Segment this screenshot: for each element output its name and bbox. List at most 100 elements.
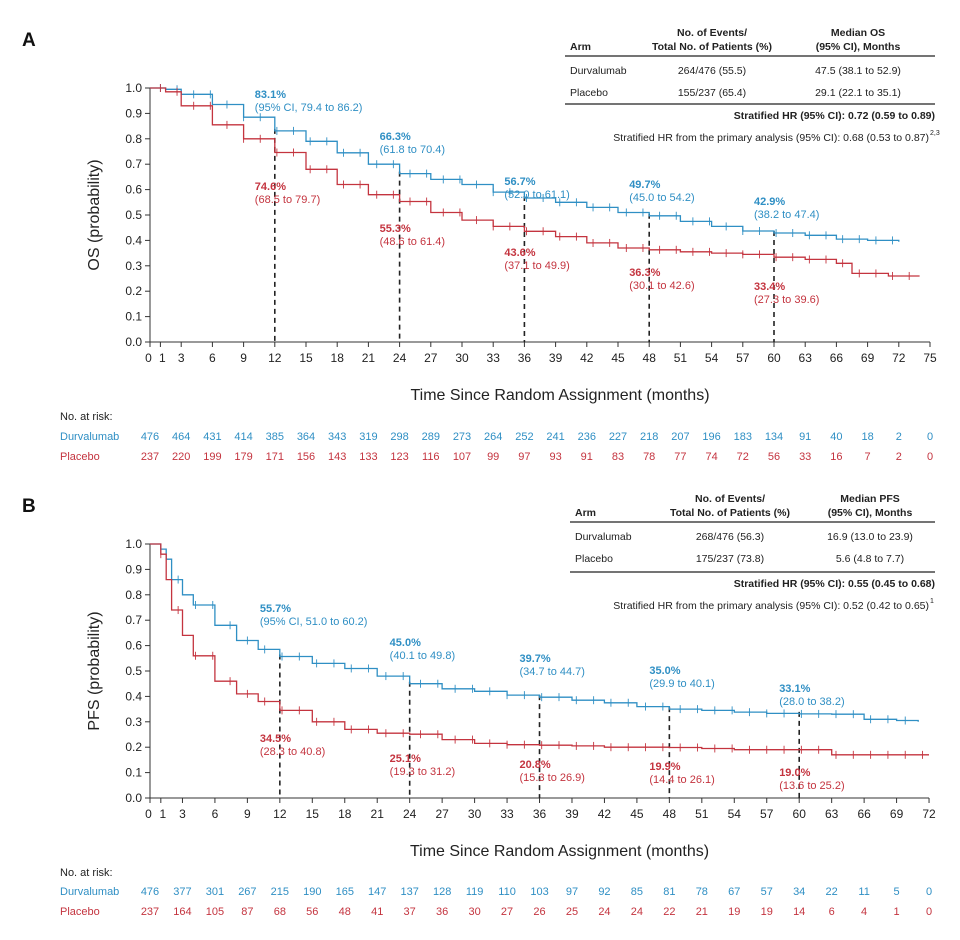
panel-a-durvalumab-landmark-value: 83.1% [255,89,286,101]
panel-a-y-tick-label: 0.2 [125,284,142,298]
panel-b-at-risk-durvalumab-count: 85 [631,886,643,898]
panel-a-at-risk-durvalumab-count: 218 [640,431,658,443]
panel-b-at-risk-durvalumab-count: 0 [926,886,932,898]
panel-b-at-risk-placebo-count: 24 [631,906,643,918]
panel-b-x-tick-label: 9 [244,807,251,821]
panel-b-durvalumab-landmark-value: 55.7% [260,603,291,615]
panel-a-at-risk-durvalumab-count: 464 [172,431,190,443]
panel-b-durvalumab-landmark-ci: (29.9 to 40.1) [649,678,714,690]
panel-b-durvalumab-landmark-ci: (28.0 to 38.2) [779,696,844,708]
panel-b-y-tick-label: 0.1 [125,766,142,780]
panel-b-placebo-landmark-ci: (19.3 to 31.2) [390,766,455,778]
panel-b-placebo-landmark-value: 19.9% [649,761,680,773]
panel-b-x-tick-label: 54 [728,807,742,821]
panel-a-at-risk-durvalumab-count: 236 [578,431,596,443]
panel-b-table-events: 268/476 (56.3) [696,531,764,543]
panel-a-table-arm: Placebo [570,87,608,99]
panel-a-x-axis-title: Time Since Random Assignment (months) [410,387,709,404]
panel-a-at-risk-durvalumab-count: 298 [390,431,408,443]
panel-a-y-tick-label: 0.8 [125,132,142,146]
panel-b-at-risk-durvalumab-count: 377 [173,886,191,898]
panel-a-x-tick-label: 39 [549,351,563,365]
panel-a-at-risk-placebo-count: 16 [830,451,842,463]
panel-b-table-arm: Durvalumab [575,531,632,543]
panel-a-at-risk-durvalumab-count: 207 [671,431,689,443]
panel-a-at-risk-durvalumab-count: 343 [328,431,346,443]
panel-b-hr-stratified: Stratified HR (95% CI): 0.55 (0.45 to 0.… [734,578,935,590]
panel-b-x-tick-label: 63 [825,807,839,821]
panel-b-table-header-arm: Arm [575,507,596,519]
panel-b-at-risk-placebo-count: 164 [173,906,191,918]
panel-a-at-risk-placebo-count: 156 [297,451,315,463]
panel-b-placebo-curve [150,543,929,756]
panel-b-table-median: 16.9 (13.0 to 23.9) [827,531,913,543]
panel-a-x-tick-label: 36 [518,351,532,365]
panel-b-y-tick-label: 0.2 [125,740,142,754]
panel-b-y-tick-label: 0.7 [125,613,142,627]
panel-b-at-risk-placebo-count: 27 [501,906,513,918]
panel-b-at-risk-durvalumab-count: 67 [728,886,740,898]
panel-a-at-risk-placebo-count: 0 [927,451,933,463]
panel-b-at-risk-durvalumab-count: 22 [826,886,838,898]
panel-b-at-risk-durvalumab-count: 11 [858,886,869,898]
panel-a-table-events: 264/476 (55.5) [678,65,746,77]
panel-a-hr-primary: Stratified HR from the primary analysis … [613,132,929,144]
panel-b-durvalumab-landmark-ci: (34.7 to 44.7) [520,666,585,678]
panel-b-y-axis-title: PFS (probability) [86,611,103,730]
panel-b-y-tick-label: 0.6 [125,639,142,653]
panel-a-durvalumab-landmark-ci: (52.0 to 61.1) [504,189,569,201]
panel-b-table-events: 175/237 (73.8) [696,553,764,565]
panel-b-y-tick-label: 0.4 [125,689,142,703]
panel-a-at-risk-placebo-count: 116 [422,451,440,463]
panel-a-at-risk-durvalumab-count: 183 [734,431,752,443]
panel-b-durvalumab-landmark-value: 35.0% [649,665,680,677]
panel-a-x-tick-label: 6 [209,351,216,365]
panel-a-durvalumab-landmark-value: 66.3% [380,131,411,143]
panel-a-x-tick-label: 45 [611,351,625,365]
panel-b-placebo-landmark-ci: (15.3 to 26.9) [520,772,585,784]
panel-a-at-risk-placebo-count: 199 [203,451,221,463]
panel-b-x-axis-title: Time Since Random Assignment (months) [410,843,709,860]
panel-b-x-tick-label: 48 [663,807,677,821]
panel-a-x-tick-label: 57 [736,351,750,365]
panel-a-table-median: 47.5 (38.1 to 52.9) [815,65,901,77]
panel-a-at-risk-placebo-count: 123 [390,451,408,463]
panel-a-hr-stratified: Stratified HR (95% CI): 0.72 (0.59 to 0.… [734,110,935,122]
panel-b-table-median: 5.6 (4.8 to 7.7) [836,553,904,565]
panel-b-at-risk-durvalumab-count: 267 [238,886,256,898]
panel-a-y-axis-title: OS (probability) [86,159,103,270]
panel-b-at-risk-label: No. at risk: [60,867,113,879]
panel-b-x-tick-label: 69 [890,807,904,821]
panel-a-at-risk-placebo-label: Placebo [60,451,100,463]
panel-b-at-risk-placebo-count: 30 [468,906,480,918]
panel-a-table-header-median-sub: (95% CI), Months [816,41,901,53]
panel-b-at-risk-placebo-count: 36 [436,906,448,918]
panel-b-x-tick-label: 60 [793,807,807,821]
panel-a-at-risk-durvalumab-count: 385 [266,431,284,443]
panel-a-placebo-landmark-ci: (48.6 to 61.4) [380,236,445,248]
panel-b-at-risk-durvalumab-count: 5 [894,886,900,898]
panel-b-placebo-landmark-value: 19.0% [779,767,810,779]
panel-b-durvalumab-landmark-ci: (95% CI, 51.0 to 60.2) [260,616,368,628]
panel-a-durvalumab-landmark-ci: (95% CI, 79.4 to 86.2) [255,102,363,114]
panel-a-at-risk-placebo-count: 56 [768,451,780,463]
panel-b-at-risk-durvalumab-label: Durvalumab [60,886,119,898]
panel-a-placebo-landmark-ci: (37.1 to 49.9) [504,260,569,272]
panel-a-placebo-landmark-ci: (68.5 to 79.7) [255,194,320,206]
panel-a-at-risk-durvalumab-count: 241 [546,431,564,443]
panel-a-placebo-landmark-ci: (30.1 to 42.6) [629,280,694,292]
panel-b-y-tick-label: 0.9 [125,562,142,576]
panel-a-at-risk-placebo-count: 99 [487,451,499,463]
panel-a-x-tick-label: 69 [861,351,875,365]
panel-b-x-tick-label: 6 [212,807,219,821]
panel-a-at-risk-placebo-count: 2 [896,451,902,463]
panel-b-at-risk-placebo-count: 19 [728,906,740,918]
panel-b-x-tick-label: 39 [565,807,579,821]
panel-b-table-header-median-sub: (95% CI), Months [828,507,913,519]
panel-b-at-risk-durvalumab-count: 476 [141,886,159,898]
panel-a-x-tick-label: 48 [643,351,657,365]
panel-a-at-risk-durvalumab-count: 319 [359,431,377,443]
panel-b-y-tick-label: 0.8 [125,588,142,602]
panel-b-at-risk-placebo-count: 6 [829,906,835,918]
